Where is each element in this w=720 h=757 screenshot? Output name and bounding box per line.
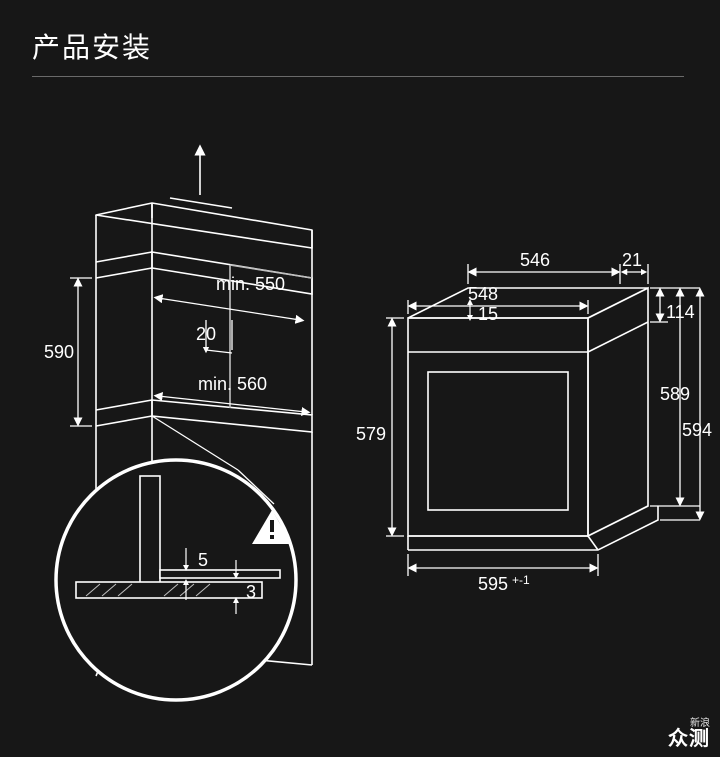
watermark: 新浪 众测: [668, 719, 710, 749]
dim-3: 3: [246, 582, 256, 602]
dim-15: 15: [478, 304, 498, 324]
watermark-small: 新浪: [668, 719, 710, 729]
dim-5: 5: [198, 550, 208, 570]
detail-callout: 5 3: [56, 460, 296, 700]
dim-595: 595: [478, 574, 508, 594]
dim-21: 21: [622, 250, 642, 270]
dim-20: 20: [196, 324, 216, 344]
dim-548: 548: [468, 284, 498, 304]
title-rule: [32, 76, 684, 77]
dim-595tol: +-1: [512, 573, 530, 587]
dim-114: 114: [666, 302, 695, 322]
dim-min560: min. 560: [198, 374, 267, 394]
dim-579: 579: [356, 424, 386, 444]
dim-min550: min. 550: [216, 274, 285, 294]
watermark-big: 众测: [668, 729, 710, 749]
dim-546: 546: [520, 250, 550, 270]
page-title: 产品安装: [32, 26, 152, 66]
diagram-root: 590 min. 550 20 min. 560: [0, 0, 720, 757]
dim-589: 589: [660, 384, 690, 404]
dim-590: 590: [44, 342, 74, 362]
dim-594: 594: [682, 420, 712, 440]
diagram-svg: 590 min. 550 20 min. 560: [0, 0, 720, 757]
